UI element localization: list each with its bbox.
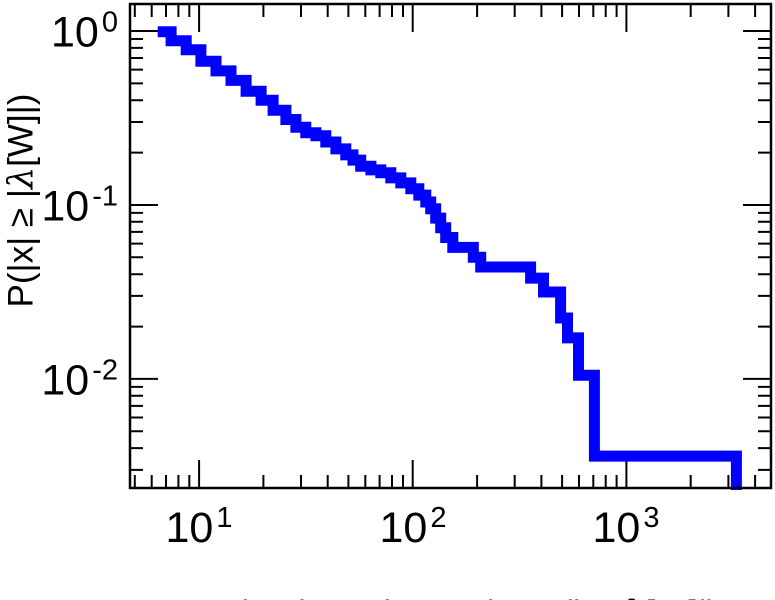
- y-tick-label-base: 10: [41, 182, 90, 231]
- x-tick-label: 10 1: [165, 504, 233, 552]
- y-tick-label-base: 10: [41, 356, 90, 405]
- y-axis-label-suffix: [W]|): [1, 93, 41, 167]
- x-tick-label-base: 10: [165, 504, 214, 552]
- y-axis-label-text: P(|x| ≥ |: [1, 189, 41, 308]
- y-axis-label: P(|x| ≥ |λ[W]|): [0, 94, 82, 347]
- plot-frame: [128, 2, 773, 490]
- x-tick-label: 10 2: [379, 504, 447, 552]
- x-tick-label: 10 3: [592, 504, 660, 552]
- x-tick-label-exponent: 1: [216, 502, 233, 534]
- x-tick-label-base: 10: [379, 504, 428, 552]
- lambda-symbol: λ: [1, 166, 42, 190]
- axis-ticks: [130, 4, 771, 488]
- y-tick-label: 10 -2: [41, 356, 118, 405]
- y-tick-label-base: 10: [51, 8, 99, 57]
- x-tick-label-base: 10: [592, 504, 641, 552]
- y-tick-label-exponent: -1: [92, 180, 118, 213]
- ccdf-curve: [157, 26, 742, 490]
- x-tick-label-exponent: 2: [430, 502, 447, 534]
- y-tick-label: 10 0: [51, 8, 118, 57]
- lambda-symbol: λ: [623, 594, 645, 600]
- x-axis-label: Absolute eigenvalues (| λ[W]|): [181, 554, 719, 600]
- x-tick-label-exponent: 3: [643, 502, 660, 534]
- y-tick-label: 10 -1: [41, 182, 118, 231]
- y-tick-label-exponent: -2: [92, 354, 118, 387]
- x-axis-label-text: Absolute eigenvalues (|: [218, 594, 581, 600]
- x-axis-label-suffix: [W]|): [646, 594, 719, 600]
- y-tick-label-exponent: 0: [101, 6, 118, 39]
